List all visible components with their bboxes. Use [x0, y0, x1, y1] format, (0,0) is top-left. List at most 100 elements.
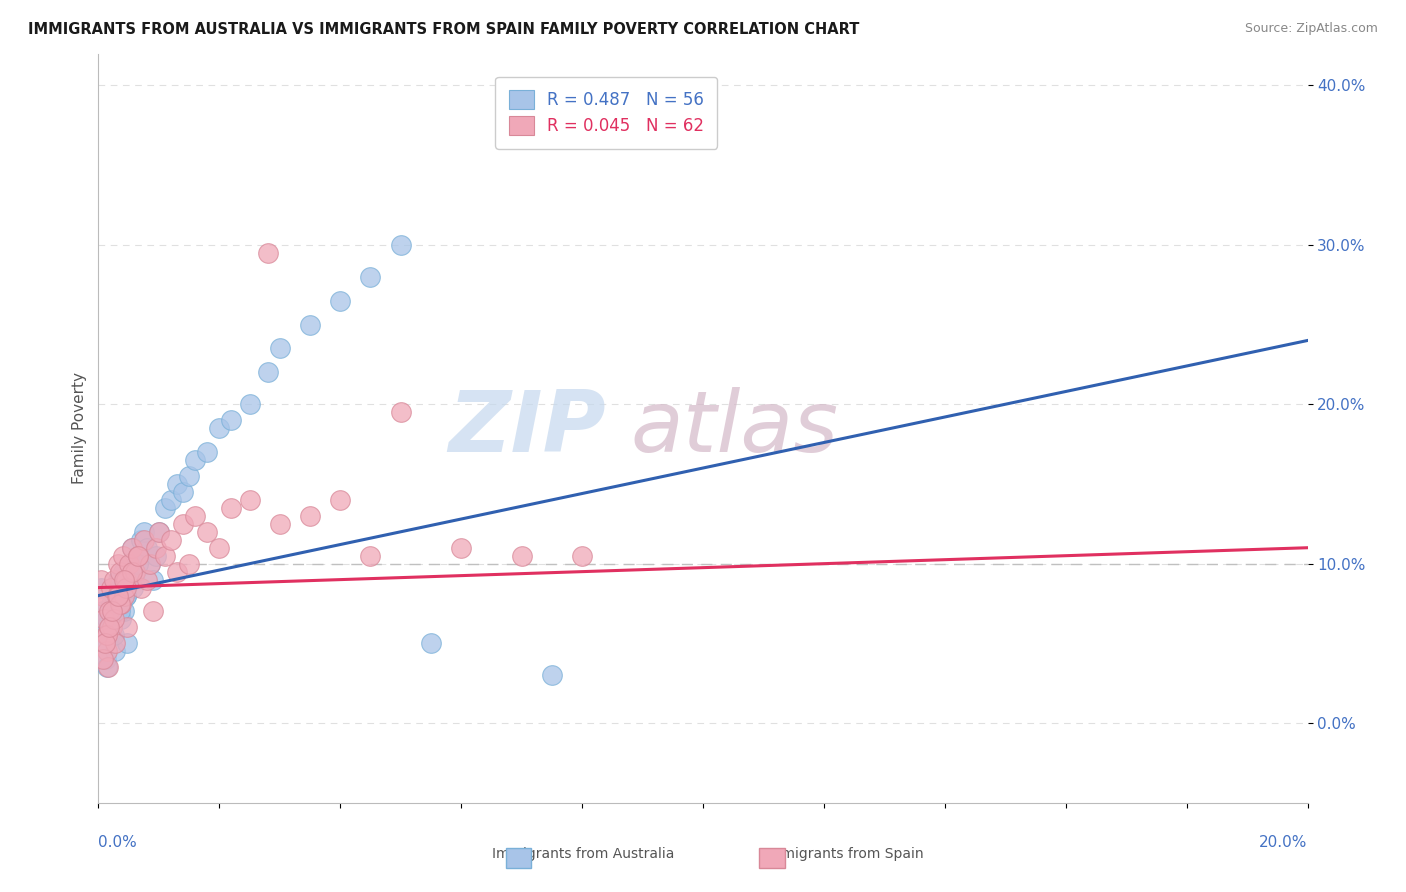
Point [103, 589, 125, 603]
Point [142, 573, 165, 587]
Point [112, 589, 135, 603]
Point [112, 605, 135, 619]
Point [97, 620, 120, 634]
Point [122, 581, 145, 595]
Point [107, 589, 129, 603]
Point [221, 413, 243, 427]
Point [96, 628, 118, 642]
Point [108, 581, 131, 595]
Point [269, 342, 291, 356]
Point [118, 557, 141, 571]
Point [107, 573, 129, 587]
Point [329, 492, 352, 507]
Point [179, 557, 201, 571]
Point [108, 565, 131, 579]
Point [148, 524, 170, 539]
Point [221, 500, 243, 515]
Point [104, 636, 127, 650]
Point [121, 565, 143, 579]
Point [98, 620, 121, 634]
Point [114, 581, 136, 595]
Point [100, 628, 122, 642]
Point [118, 573, 141, 587]
Point [94, 636, 117, 650]
Point [166, 477, 188, 491]
Point [360, 549, 382, 563]
Text: 20.0%: 20.0% [1260, 836, 1308, 850]
Point [239, 397, 262, 411]
Point [98, 605, 121, 619]
Point [195, 524, 218, 539]
Point [153, 500, 176, 515]
Point [129, 581, 152, 595]
Point [117, 620, 139, 634]
Point [93, 597, 115, 611]
Point [139, 557, 162, 571]
Point [142, 605, 165, 619]
Point [96, 660, 118, 674]
Point [101, 605, 124, 619]
Point [110, 612, 132, 626]
Point [132, 524, 155, 539]
Text: Immigrants from Spain: Immigrants from Spain [763, 847, 924, 861]
Point [127, 549, 149, 563]
Point [127, 549, 149, 563]
Point [96, 612, 118, 626]
Point [108, 597, 131, 611]
Point [148, 524, 170, 539]
Point [94, 652, 117, 666]
Point [299, 318, 322, 332]
Point [540, 668, 562, 682]
Point [118, 557, 141, 571]
Point [172, 484, 194, 499]
Point [172, 516, 194, 531]
Point [256, 365, 278, 379]
Point [179, 469, 201, 483]
Point [510, 549, 533, 563]
Point [389, 237, 412, 252]
Point [94, 628, 117, 642]
Point [90, 581, 112, 595]
Point [90, 573, 112, 587]
Point [103, 628, 125, 642]
Point [571, 549, 593, 563]
Point [103, 612, 125, 626]
Point [160, 533, 183, 547]
Point [91, 652, 114, 666]
Point [145, 541, 167, 555]
Point [360, 269, 382, 284]
Point [114, 589, 136, 603]
Point [105, 589, 128, 603]
Point [208, 541, 231, 555]
Point [129, 533, 152, 547]
Point [121, 573, 143, 587]
Point [450, 541, 472, 555]
Point [239, 492, 262, 507]
Point [269, 516, 291, 531]
Point [93, 620, 115, 634]
Point [111, 549, 134, 563]
Point [127, 549, 149, 563]
Point [184, 508, 207, 523]
Point [166, 565, 188, 579]
Point [100, 597, 122, 611]
Point [100, 581, 122, 595]
Point [389, 405, 412, 419]
Point [105, 605, 128, 619]
Y-axis label: Family Poverty: Family Poverty [72, 372, 87, 484]
Point [208, 421, 231, 435]
Text: IMMIGRANTS FROM AUSTRALIA VS IMMIGRANTS FROM SPAIN FAMILY POVERTY CORRELATION CH: IMMIGRANTS FROM AUSTRALIA VS IMMIGRANTS … [28, 22, 859, 37]
Point [135, 541, 157, 555]
Point [135, 573, 157, 587]
Point [195, 445, 218, 459]
Point [91, 605, 114, 619]
Point [108, 605, 131, 619]
Point [420, 636, 443, 650]
Point [127, 557, 149, 571]
Point [91, 589, 114, 603]
Point [124, 565, 146, 579]
Point [96, 644, 118, 658]
Point [104, 644, 127, 658]
Point [132, 533, 155, 547]
Point [256, 245, 278, 260]
